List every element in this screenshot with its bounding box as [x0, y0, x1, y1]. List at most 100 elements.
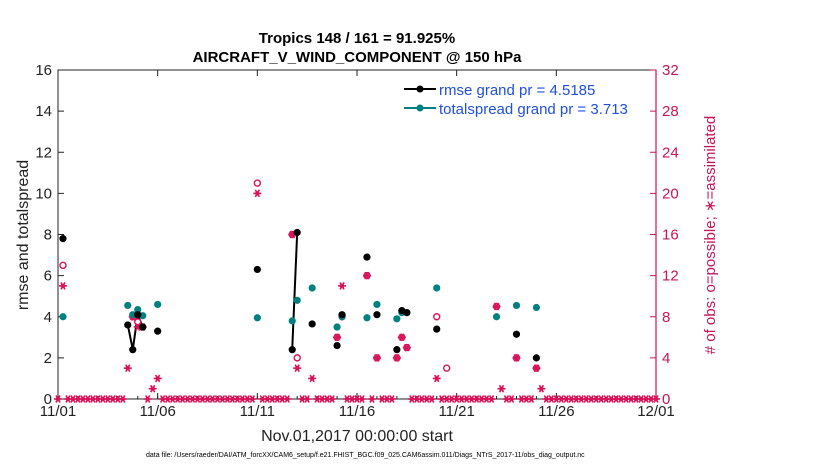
y2-tick-label: 28 [662, 103, 679, 120]
star-core [434, 376, 439, 381]
legend-spread-marker [416, 104, 424, 112]
star-core [235, 396, 240, 402]
star-core [459, 396, 464, 402]
star-core [494, 304, 499, 309]
zero-obs-marker [248, 395, 257, 403]
star-core [594, 396, 599, 402]
assimilated-obs-point [148, 384, 157, 393]
zero-obs-marker [522, 395, 531, 403]
zero-obs-marker [343, 395, 352, 403]
zero-obs-marker [357, 395, 366, 403]
y-tick-label: 14 [35, 103, 52, 120]
y-tick-label: 12 [35, 144, 52, 161]
zero-obs-marker [557, 395, 566, 403]
star-core [115, 396, 121, 402]
spread-point [433, 284, 441, 292]
star-core [504, 396, 509, 402]
chart-title: Tropics 148 / 161 = 91.925% [259, 30, 455, 47]
zero-obs-marker [328, 395, 337, 403]
star-core [643, 396, 649, 402]
zero-obs-marker [437, 395, 446, 403]
y-tick-label: 0 [44, 391, 52, 408]
rmse-point [129, 346, 137, 354]
possible-obs-point [293, 354, 301, 362]
star-core [299, 396, 305, 402]
zero-obs-marker [462, 395, 471, 403]
spread-point [512, 301, 521, 310]
zero-obs-marker [427, 395, 436, 403]
zero-obs-marker [627, 395, 636, 403]
star-core [559, 396, 564, 402]
spread-point [532, 303, 541, 312]
star-core [65, 396, 71, 402]
star-core [579, 396, 584, 402]
y2-tick-label: 24 [662, 144, 679, 161]
star-core [275, 396, 280, 402]
star-core [444, 396, 449, 402]
assimilated-obs-point [362, 271, 371, 280]
rmse-point [134, 311, 142, 319]
chart-subtitle: AIRCRAFT_V_WIND_COMPONENT @ 150 hPa [193, 49, 523, 66]
zero-obs-marker [143, 395, 152, 403]
x-tick-label: 11/06 [139, 403, 175, 420]
footer-data-file: data file: /Users/raeder/DAI/ATM_forcXX/… [146, 452, 585, 459]
assimilated-obs-point [432, 374, 441, 383]
spread-point [253, 314, 261, 322]
x-tick-label: 11/21 [438, 403, 474, 420]
star-core [534, 365, 539, 371]
zero-obs-marker [552, 395, 561, 403]
spread-point [363, 314, 371, 322]
star-core [334, 335, 340, 340]
plot-frame [57, 69, 657, 400]
star-core [379, 396, 385, 402]
star-core [618, 396, 624, 402]
star-core [489, 396, 494, 402]
legend-spread-label: totalspread grand pr = 3.713 [439, 101, 628, 118]
star-core [105, 396, 111, 402]
possible-obs-point [443, 364, 451, 372]
star-core [255, 191, 260, 196]
star-core [75, 396, 81, 402]
y2-tick-label: 4 [662, 350, 670, 367]
star-core [319, 396, 325, 402]
rmse-point [139, 323, 147, 331]
star-core [519, 396, 524, 402]
rmse-point [293, 228, 301, 237]
x-tick-label: 11/01 [40, 403, 76, 420]
spread-point [373, 300, 381, 309]
x-tick-label: 11/11 [240, 403, 275, 420]
star-core [185, 396, 190, 402]
rmse-point [433, 325, 441, 333]
assimilated-obs-point [133, 323, 142, 331]
spread-point [293, 296, 301, 304]
zero-obs-marker [158, 395, 167, 403]
zero-obs-marker [487, 395, 496, 403]
assimilated-obs-point [397, 333, 406, 342]
star-core [250, 396, 255, 402]
star-core [160, 396, 165, 402]
zero-obs-marker [73, 395, 82, 403]
spread-point [492, 313, 501, 321]
y-tick-label: 4 [44, 309, 52, 326]
star-core [145, 396, 150, 402]
star-core [469, 396, 474, 402]
star-core [240, 396, 245, 402]
zero-obs-marker [263, 395, 272, 403]
star-core [454, 396, 459, 402]
star-core [598, 396, 604, 402]
star-core [225, 396, 230, 402]
rmse-point [333, 341, 341, 350]
possible-obs-point [253, 179, 262, 187]
spread-point [134, 305, 142, 314]
star-core [265, 396, 270, 402]
star-core [439, 396, 444, 402]
star-core [419, 396, 424, 402]
assimilated-obs-point [372, 354, 381, 362]
spread-point [59, 313, 67, 321]
zero-obs-marker [652, 395, 660, 403]
star-core [484, 396, 489, 402]
zero-obs-marker [313, 395, 322, 403]
zero-obs-marker [218, 395, 227, 403]
zero-obs-marker [387, 395, 396, 403]
star-core [589, 396, 594, 402]
